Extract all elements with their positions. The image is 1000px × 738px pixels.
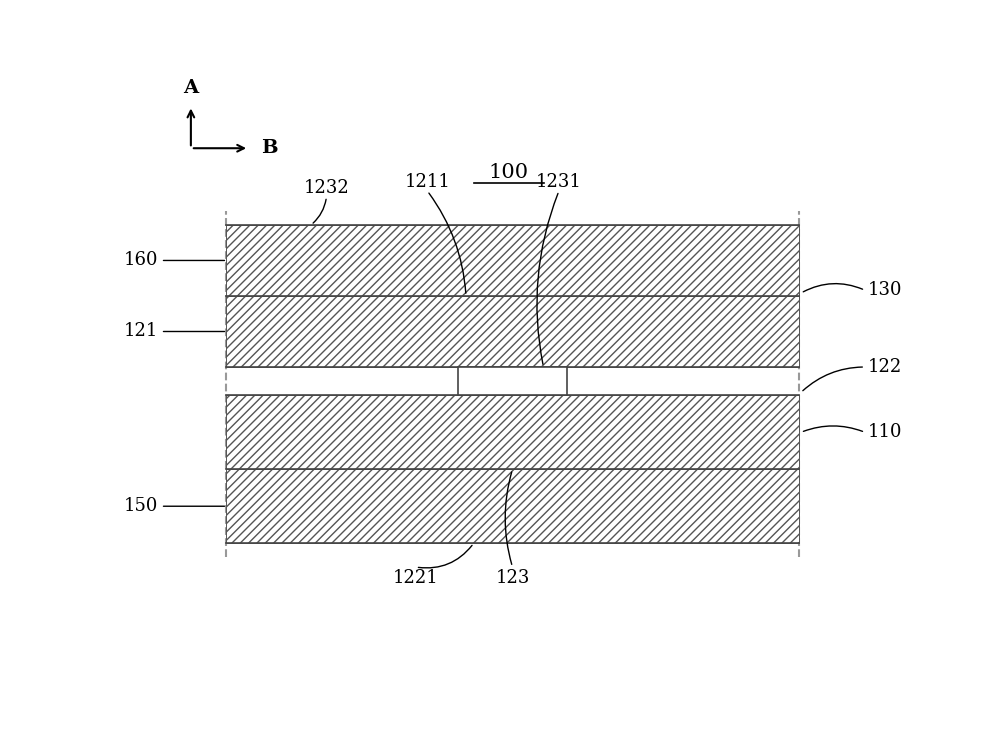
Text: 110: 110 bbox=[867, 424, 902, 441]
Text: 123: 123 bbox=[495, 569, 530, 587]
Text: 130: 130 bbox=[867, 281, 902, 300]
Text: B: B bbox=[261, 139, 277, 157]
Text: 1231: 1231 bbox=[536, 173, 582, 191]
Bar bbox=[226, 296, 799, 367]
Text: 121: 121 bbox=[124, 323, 158, 340]
Bar bbox=[226, 225, 799, 296]
Text: 150: 150 bbox=[124, 497, 158, 515]
Text: 122: 122 bbox=[867, 358, 902, 376]
Text: 1221: 1221 bbox=[393, 569, 438, 587]
Bar bbox=[458, 367, 567, 396]
Text: 1232: 1232 bbox=[304, 179, 349, 196]
Text: 160: 160 bbox=[124, 252, 158, 269]
Text: A: A bbox=[183, 79, 198, 97]
Bar bbox=[226, 396, 799, 469]
Bar bbox=[226, 469, 799, 543]
Text: 100: 100 bbox=[489, 163, 529, 182]
Text: 1211: 1211 bbox=[404, 173, 450, 191]
